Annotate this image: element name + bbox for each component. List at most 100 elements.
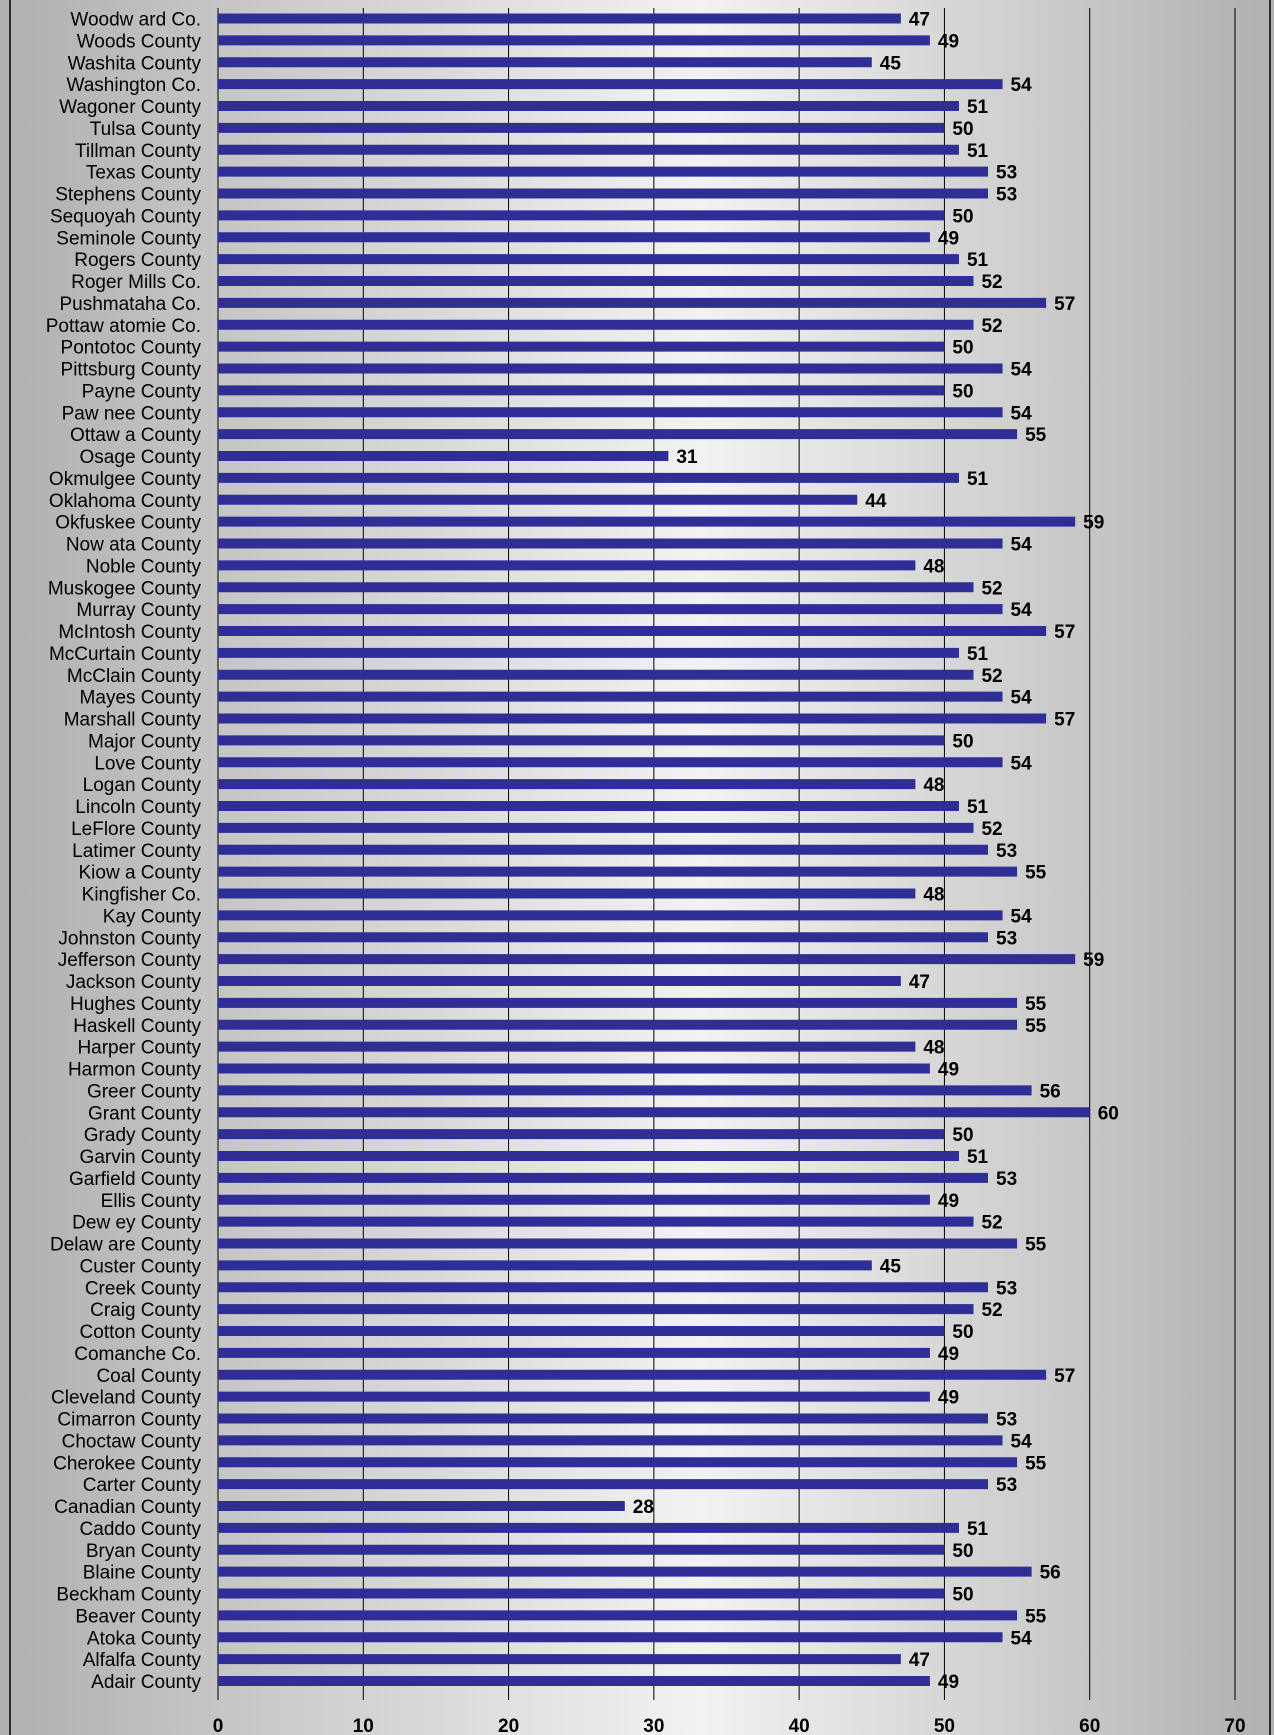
value-label: 49 (938, 31, 959, 52)
bar (218, 801, 959, 811)
category-label: Muskogee County (48, 578, 202, 599)
value-label: 53 (996, 185, 1017, 206)
bar (218, 166, 989, 177)
bar (218, 932, 989, 943)
category-label: Love County (94, 753, 201, 774)
bar (218, 1304, 974, 1315)
bar (218, 1129, 945, 1140)
bar (218, 1107, 1090, 1118)
value-label: 47 (909, 1650, 930, 1671)
value-label: 54 (1011, 360, 1033, 381)
bar (218, 1019, 1018, 1030)
bar (218, 144, 959, 155)
category-label: Wagoner County (59, 97, 201, 118)
category-label: Custer County (80, 1256, 202, 1277)
category-label: Paw nee County (62, 403, 202, 424)
bar (218, 79, 1003, 90)
value-label: 49 (938, 1388, 959, 1409)
value-label: 53 (996, 841, 1017, 862)
category-label: Woods County (77, 31, 202, 52)
category-label: Woodw ard Co. (70, 10, 201, 31)
value-label: 54 (1011, 688, 1033, 709)
bar (218, 1347, 930, 1358)
value-label: 60 (1098, 1103, 1119, 1124)
value-label: 50 (952, 338, 973, 359)
bar (218, 122, 945, 133)
category-label: Hughes County (70, 994, 201, 1015)
bar (218, 538, 1003, 549)
bar (218, 1391, 930, 1402)
value-label: 45 (880, 53, 902, 74)
value-label: 59 (1083, 513, 1104, 534)
value-label: 48 (923, 556, 944, 577)
category-label: McIntosh County (58, 622, 201, 643)
bar (218, 910, 1003, 921)
bar (218, 779, 916, 790)
value-label: 54 (1011, 1431, 1033, 1452)
value-label: 59 (1083, 950, 1104, 971)
bar (218, 822, 974, 833)
bar (218, 1588, 945, 1599)
value-label: 51 (967, 141, 989, 162)
bar (218, 669, 974, 680)
category-label: Coal County (96, 1366, 201, 1387)
value-label: 51 (967, 797, 989, 818)
value-label: 55 (1025, 1016, 1047, 1037)
bar (218, 494, 858, 505)
bar (218, 1413, 989, 1424)
category-label: Lincoln County (75, 797, 201, 818)
x-axis-tick-labels: 0 10 20 30 40 50 60 70 (213, 1716, 1246, 1735)
category-label: Johnston County (58, 928, 201, 949)
bar (218, 1435, 1003, 1446)
category-label: Rogers County (74, 250, 201, 271)
bar (218, 997, 1018, 1008)
value-label: 49 (938, 1672, 959, 1693)
value-label: 51 (967, 644, 989, 665)
category-label: Washita County (68, 53, 202, 74)
bar (218, 1544, 945, 1555)
category-label: Garvin County (80, 1147, 202, 1168)
category-label: Ellis County (101, 1191, 202, 1212)
bar (218, 954, 1076, 965)
category-label: Alfalfa County (83, 1650, 202, 1671)
bar (218, 210, 945, 221)
value-label: 52 (981, 578, 1002, 599)
category-label: Pottaw atomie Co. (46, 316, 201, 337)
bar (218, 1326, 945, 1336)
bar (218, 276, 974, 286)
value-label: 53 (996, 1169, 1017, 1190)
value-label: 51 (967, 469, 989, 490)
value-label: 54 (1011, 403, 1033, 424)
value-label: 49 (938, 1344, 959, 1365)
value-label: 54 (1011, 906, 1033, 927)
bar (218, 1151, 959, 1161)
bar (218, 582, 974, 593)
bar (218, 735, 945, 746)
value-label: 50 (952, 206, 973, 227)
value-label: 52 (981, 666, 1002, 687)
bar (218, 1041, 916, 1052)
bar (218, 1085, 1032, 1096)
value-label: 49 (938, 1191, 959, 1212)
bar (218, 1369, 1047, 1380)
category-label: Garfield County (69, 1169, 202, 1190)
value-label: 53 (996, 1475, 1017, 1496)
value-label: 55 (1025, 994, 1047, 1015)
bar (218, 232, 930, 243)
category-label: Now ata County (66, 535, 202, 556)
bar (218, 1479, 989, 1490)
value-label: 54 (1011, 535, 1033, 556)
bar (218, 844, 989, 855)
bar (218, 13, 901, 24)
value-label: 54 (1011, 600, 1033, 621)
category-label: Canadian County (54, 1497, 201, 1518)
category-label: Stephens County (55, 185, 201, 206)
bar (218, 1194, 930, 1205)
category-label: Caddo County (80, 1519, 202, 1540)
value-label: 51 (967, 1147, 989, 1168)
category-label: Haskell County (73, 1016, 201, 1037)
bar (218, 429, 1018, 440)
bar (218, 57, 872, 68)
category-label: Delaw are County (50, 1235, 202, 1256)
